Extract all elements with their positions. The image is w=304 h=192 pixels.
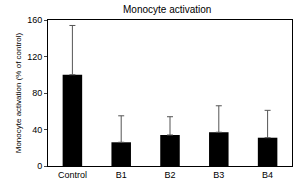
svg-text:120: 120 xyxy=(27,52,42,62)
svg-text:B2: B2 xyxy=(164,170,175,180)
svg-text:0: 0 xyxy=(37,161,42,171)
svg-text:80: 80 xyxy=(32,88,42,98)
svg-text:Monocyte activation (% of cont: Monocyte activation (% of control) xyxy=(14,32,23,153)
svg-text:160: 160 xyxy=(27,15,42,25)
svg-text:B1: B1 xyxy=(116,170,127,180)
svg-text:Monocyte activation: Monocyte activation xyxy=(123,4,211,15)
svg-text:B4: B4 xyxy=(262,170,273,180)
svg-text:40: 40 xyxy=(32,125,42,135)
svg-text:Control: Control xyxy=(58,170,87,180)
svg-text:B3: B3 xyxy=(213,170,224,180)
